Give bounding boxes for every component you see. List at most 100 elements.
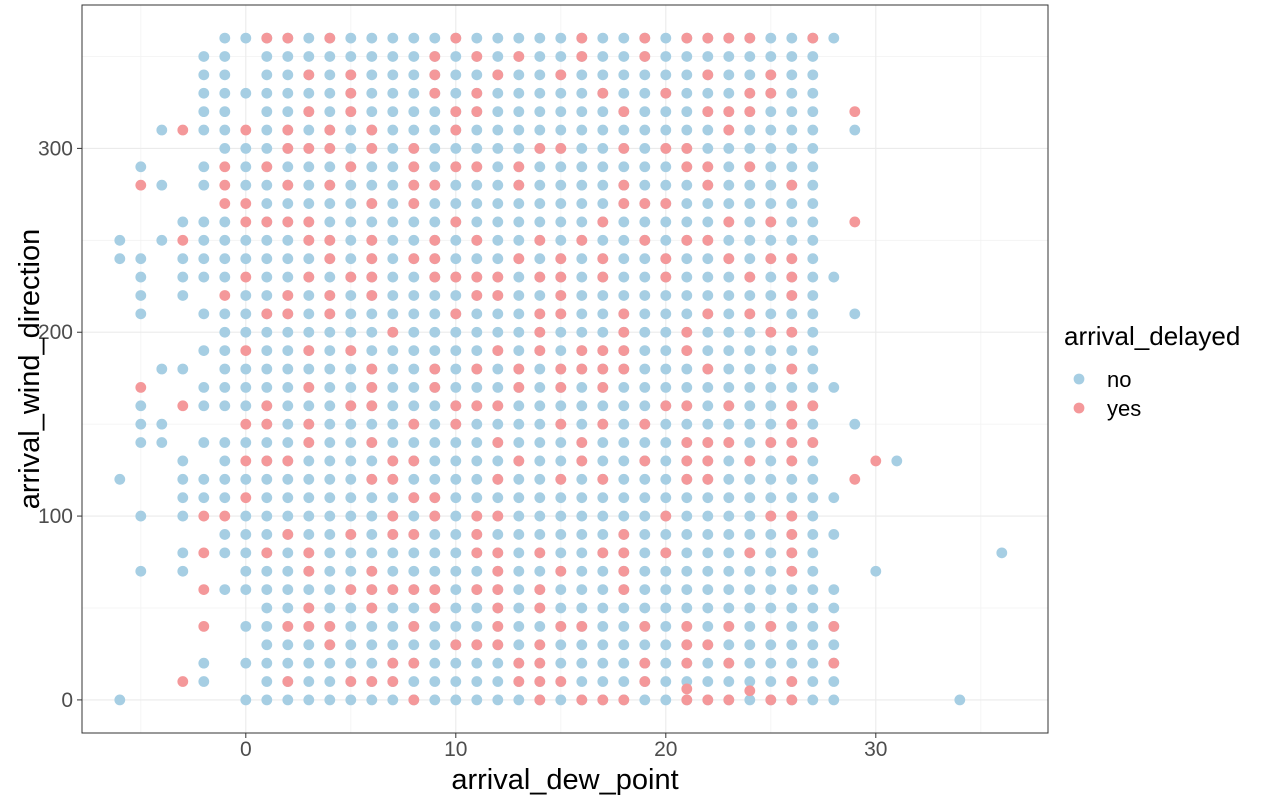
data-point-no	[450, 179, 462, 191]
data-point-no	[744, 253, 756, 265]
data-point-no	[450, 69, 462, 81]
data-point-no	[492, 51, 504, 62]
data-point-yes	[513, 657, 525, 669]
data-point-no	[345, 473, 357, 485]
data-point-no	[597, 565, 609, 577]
data-point-no	[639, 639, 651, 651]
data-point-no	[765, 400, 777, 412]
data-point-no	[345, 290, 357, 301]
data-point-no	[303, 473, 315, 485]
data-point-yes	[702, 69, 714, 81]
data-point-yes	[387, 657, 399, 669]
data-point-no	[786, 32, 798, 44]
data-point-yes	[786, 179, 798, 191]
data-point-no	[198, 253, 210, 265]
data-point-no	[135, 253, 147, 265]
data-point-no	[198, 381, 210, 393]
data-point-yes	[429, 87, 441, 99]
data-point-no	[639, 584, 651, 596]
data-point-no	[303, 87, 315, 99]
data-point-no	[282, 657, 294, 669]
data-point-no	[198, 179, 210, 191]
data-point-no	[597, 32, 609, 44]
data-point-no	[744, 492, 756, 504]
data-point-yes	[828, 657, 840, 669]
data-point-yes	[534, 234, 546, 246]
data-point-no	[744, 290, 756, 301]
data-point-no	[240, 142, 252, 154]
data-point-no	[366, 87, 378, 99]
data-point-no	[534, 381, 546, 393]
data-point-yes	[639, 676, 651, 687]
data-point-yes	[303, 106, 315, 118]
data-point-no	[261, 473, 273, 485]
data-point-yes	[681, 683, 693, 695]
data-point-yes	[618, 565, 630, 577]
data-point-no	[513, 290, 525, 301]
data-point-yes	[366, 437, 378, 448]
data-point-no	[450, 234, 462, 246]
data-point-no	[597, 69, 609, 81]
data-point-no	[618, 87, 630, 99]
data-point-no	[618, 473, 630, 485]
data-point-no	[261, 602, 273, 614]
data-point-yes	[681, 345, 693, 357]
data-point-no	[513, 345, 525, 357]
data-point-yes	[219, 179, 231, 191]
data-point-yes	[870, 455, 882, 467]
data-point-no	[597, 437, 609, 448]
data-point-yes	[177, 124, 189, 136]
data-point-no	[366, 492, 378, 504]
data-point-no	[660, 234, 672, 246]
data-point-yes	[345, 106, 357, 118]
data-point-yes	[534, 271, 546, 283]
data-point-no	[492, 326, 504, 338]
data-point-no	[660, 290, 672, 301]
data-point-yes	[366, 400, 378, 412]
data-point-yes	[492, 271, 504, 283]
data-point-no	[177, 473, 189, 485]
data-point-no	[450, 198, 462, 209]
data-point-yes	[534, 676, 546, 687]
data-point-no	[555, 179, 567, 191]
data-point-no	[681, 253, 693, 265]
data-point-no	[660, 216, 672, 228]
data-point-no	[156, 179, 168, 191]
y-tick-label: 200	[38, 321, 73, 344]
data-point-no	[450, 694, 462, 706]
data-point-no	[786, 198, 798, 209]
data-point-no	[135, 565, 147, 577]
legend-label-yes: yes	[1107, 396, 1141, 421]
data-point-no	[303, 529, 315, 540]
data-point-no	[639, 124, 651, 136]
legend-entries: no yes	[1073, 367, 1141, 421]
data-point-no	[324, 694, 336, 706]
data-point-no	[492, 308, 504, 320]
data-point-no	[345, 510, 357, 522]
data-point-yes	[555, 271, 567, 283]
data-point-no	[660, 492, 672, 504]
data-point-yes	[408, 620, 420, 632]
data-point-no	[807, 602, 819, 614]
data-point-yes	[429, 381, 441, 393]
data-point-no	[471, 694, 483, 706]
data-point-yes	[555, 69, 567, 81]
data-point-no	[492, 492, 504, 504]
data-point-yes	[723, 400, 735, 412]
data-point-no	[177, 455, 189, 467]
data-point-no	[135, 308, 147, 320]
data-point-no	[870, 565, 882, 577]
data-point-yes	[324, 620, 336, 632]
data-point-no	[660, 326, 672, 338]
data-point-no	[345, 492, 357, 504]
data-point-yes	[618, 694, 630, 706]
data-point-no	[429, 106, 441, 118]
data-point-no	[744, 510, 756, 522]
y-tick-label: 300	[38, 137, 73, 160]
data-point-no	[282, 326, 294, 338]
data-point-yes	[534, 657, 546, 669]
data-point-no	[177, 363, 189, 375]
data-point-yes	[618, 363, 630, 375]
data-point-no	[828, 694, 840, 706]
data-point-no	[765, 345, 777, 357]
